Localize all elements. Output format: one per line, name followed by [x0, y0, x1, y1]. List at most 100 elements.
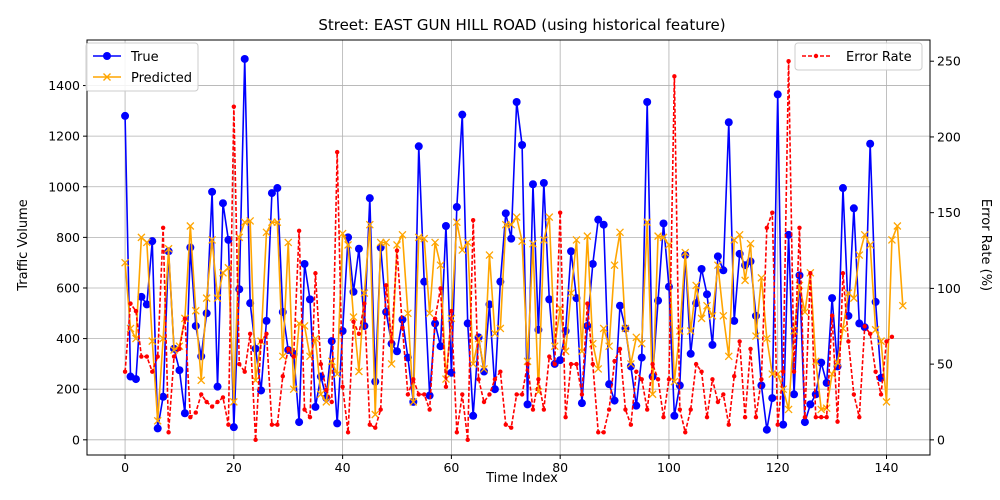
- legend-left: True Predicted: [85, 42, 199, 92]
- data-point-predicted: [697, 314, 706, 323]
- data-point-true: [708, 340, 717, 349]
- data-point-true: [251, 344, 260, 353]
- data-point-true: [670, 411, 679, 420]
- data-point-error-rate: [574, 361, 579, 367]
- data-point-error-rate: [204, 399, 209, 405]
- data-point-predicted: [648, 390, 657, 399]
- y2-axis-title: Error Rate (%): [978, 199, 993, 291]
- data-point-error-rate: [231, 104, 237, 109]
- data-point-predicted: [365, 220, 374, 229]
- data-point-predicted: [278, 352, 287, 361]
- data-point-error-rate: [422, 392, 427, 397]
- data-point-true: [795, 271, 804, 280]
- data-point-error-rate: [862, 324, 867, 329]
- data-point-predicted: [686, 327, 695, 335]
- data-point-predicted: [496, 324, 505, 333]
- data-point-true: [338, 327, 347, 336]
- data-point-predicted: [632, 333, 641, 342]
- data-point-predicted: [594, 365, 603, 373]
- data-point-error-rate: [498, 369, 503, 374]
- data-point-predicted: [784, 405, 793, 414]
- data-point-error-rate: [286, 346, 291, 352]
- data-point-error-rate: [454, 430, 460, 435]
- data-point-true: [518, 141, 527, 150]
- data-point-true: [588, 259, 597, 268]
- data-point-predicted: [539, 235, 548, 244]
- data-point-predicted: [289, 385, 298, 394]
- data-point-error-rate: [666, 377, 672, 382]
- data-point-error-rate: [672, 74, 677, 79]
- data-point-error-rate: [237, 361, 242, 367]
- data-point-predicted: [327, 357, 336, 366]
- data-point-error-rate: [139, 354, 144, 359]
- data-point-predicted: [452, 218, 461, 227]
- data-point-predicted: [170, 346, 178, 354]
- data-point-error-rate: [655, 377, 661, 382]
- data-point-error-rate: [411, 377, 416, 382]
- data-point-error-rate: [786, 59, 791, 64]
- data-point-error-rate: [612, 358, 617, 364]
- data-point-error-rate: [748, 346, 753, 352]
- data-point-error-rate: [389, 339, 394, 344]
- data-point-predicted: [387, 359, 396, 368]
- data-point-error-rate: [873, 369, 878, 374]
- data-point-error-rate: [188, 414, 193, 420]
- data-point-predicted: [398, 230, 407, 239]
- data-point-error-rate: [732, 374, 737, 379]
- data-point-true: [295, 418, 304, 427]
- data-point-true: [811, 390, 820, 399]
- data-point-predicted: [208, 235, 217, 244]
- data-point-true: [202, 309, 211, 318]
- data-point-true: [191, 321, 200, 330]
- data-point-error-rate: [253, 437, 258, 443]
- data-point-true: [828, 294, 837, 303]
- data-point-predicted: [512, 213, 521, 222]
- data-point-error-rate: [318, 361, 324, 367]
- series-error-rate: [122, 59, 895, 443]
- data-point-true: [300, 259, 309, 268]
- data-point-predicted: [246, 216, 255, 225]
- y2-tick-label: 100: [937, 281, 961, 296]
- data-point-true: [414, 142, 423, 151]
- data-point-error-rate: [155, 354, 160, 359]
- data-point-error-rate: [258, 339, 264, 344]
- data-point-error-rate: [585, 301, 590, 306]
- data-point-error-rate: [639, 377, 644, 382]
- data-point-predicted: [621, 324, 630, 333]
- data-point-error-rate: [460, 392, 465, 397]
- data-point-error-rate: [269, 422, 275, 427]
- data-point-predicted: [741, 276, 750, 285]
- data-point-true: [784, 230, 793, 239]
- data-point-error-rate: [481, 399, 487, 405]
- data-point-error-rate: [634, 369, 639, 374]
- data-point-error-rate: [704, 414, 710, 420]
- data-point-true: [686, 349, 695, 358]
- data-point-error-rate: [193, 410, 198, 415]
- data-point-predicted: [713, 261, 722, 270]
- data-point-error-rate: [476, 377, 481, 382]
- data-point-true: [393, 347, 402, 356]
- data-point-predicted: [762, 334, 771, 343]
- data-point-predicted: [626, 359, 635, 368]
- data-point-error-rate: [683, 430, 688, 435]
- data-point-error-rate: [541, 407, 547, 412]
- data-point-predicted: [197, 376, 206, 385]
- data-point-predicted: [164, 244, 173, 253]
- data-point-true: [441, 221, 450, 230]
- data-point-predicted: [316, 390, 325, 399]
- data-point-true: [425, 391, 434, 400]
- data-point-predicted: [529, 239, 537, 248]
- data-point-true: [218, 199, 227, 208]
- data-point-predicted: [229, 397, 238, 406]
- data-point-predicted: [213, 294, 222, 303]
- y-tick-label: 800: [56, 230, 80, 245]
- data-point-predicted: [186, 222, 195, 230]
- x-axis-title: Time Index: [485, 471, 558, 486]
- data-point-error-rate: [889, 334, 895, 340]
- data-point-true: [131, 375, 140, 384]
- data-point-true: [512, 97, 521, 106]
- data-point-error-rate: [579, 392, 585, 397]
- data-point-error-rate: [215, 399, 220, 405]
- data-point-error-rate: [432, 316, 438, 321]
- data-point-predicted: [616, 228, 624, 237]
